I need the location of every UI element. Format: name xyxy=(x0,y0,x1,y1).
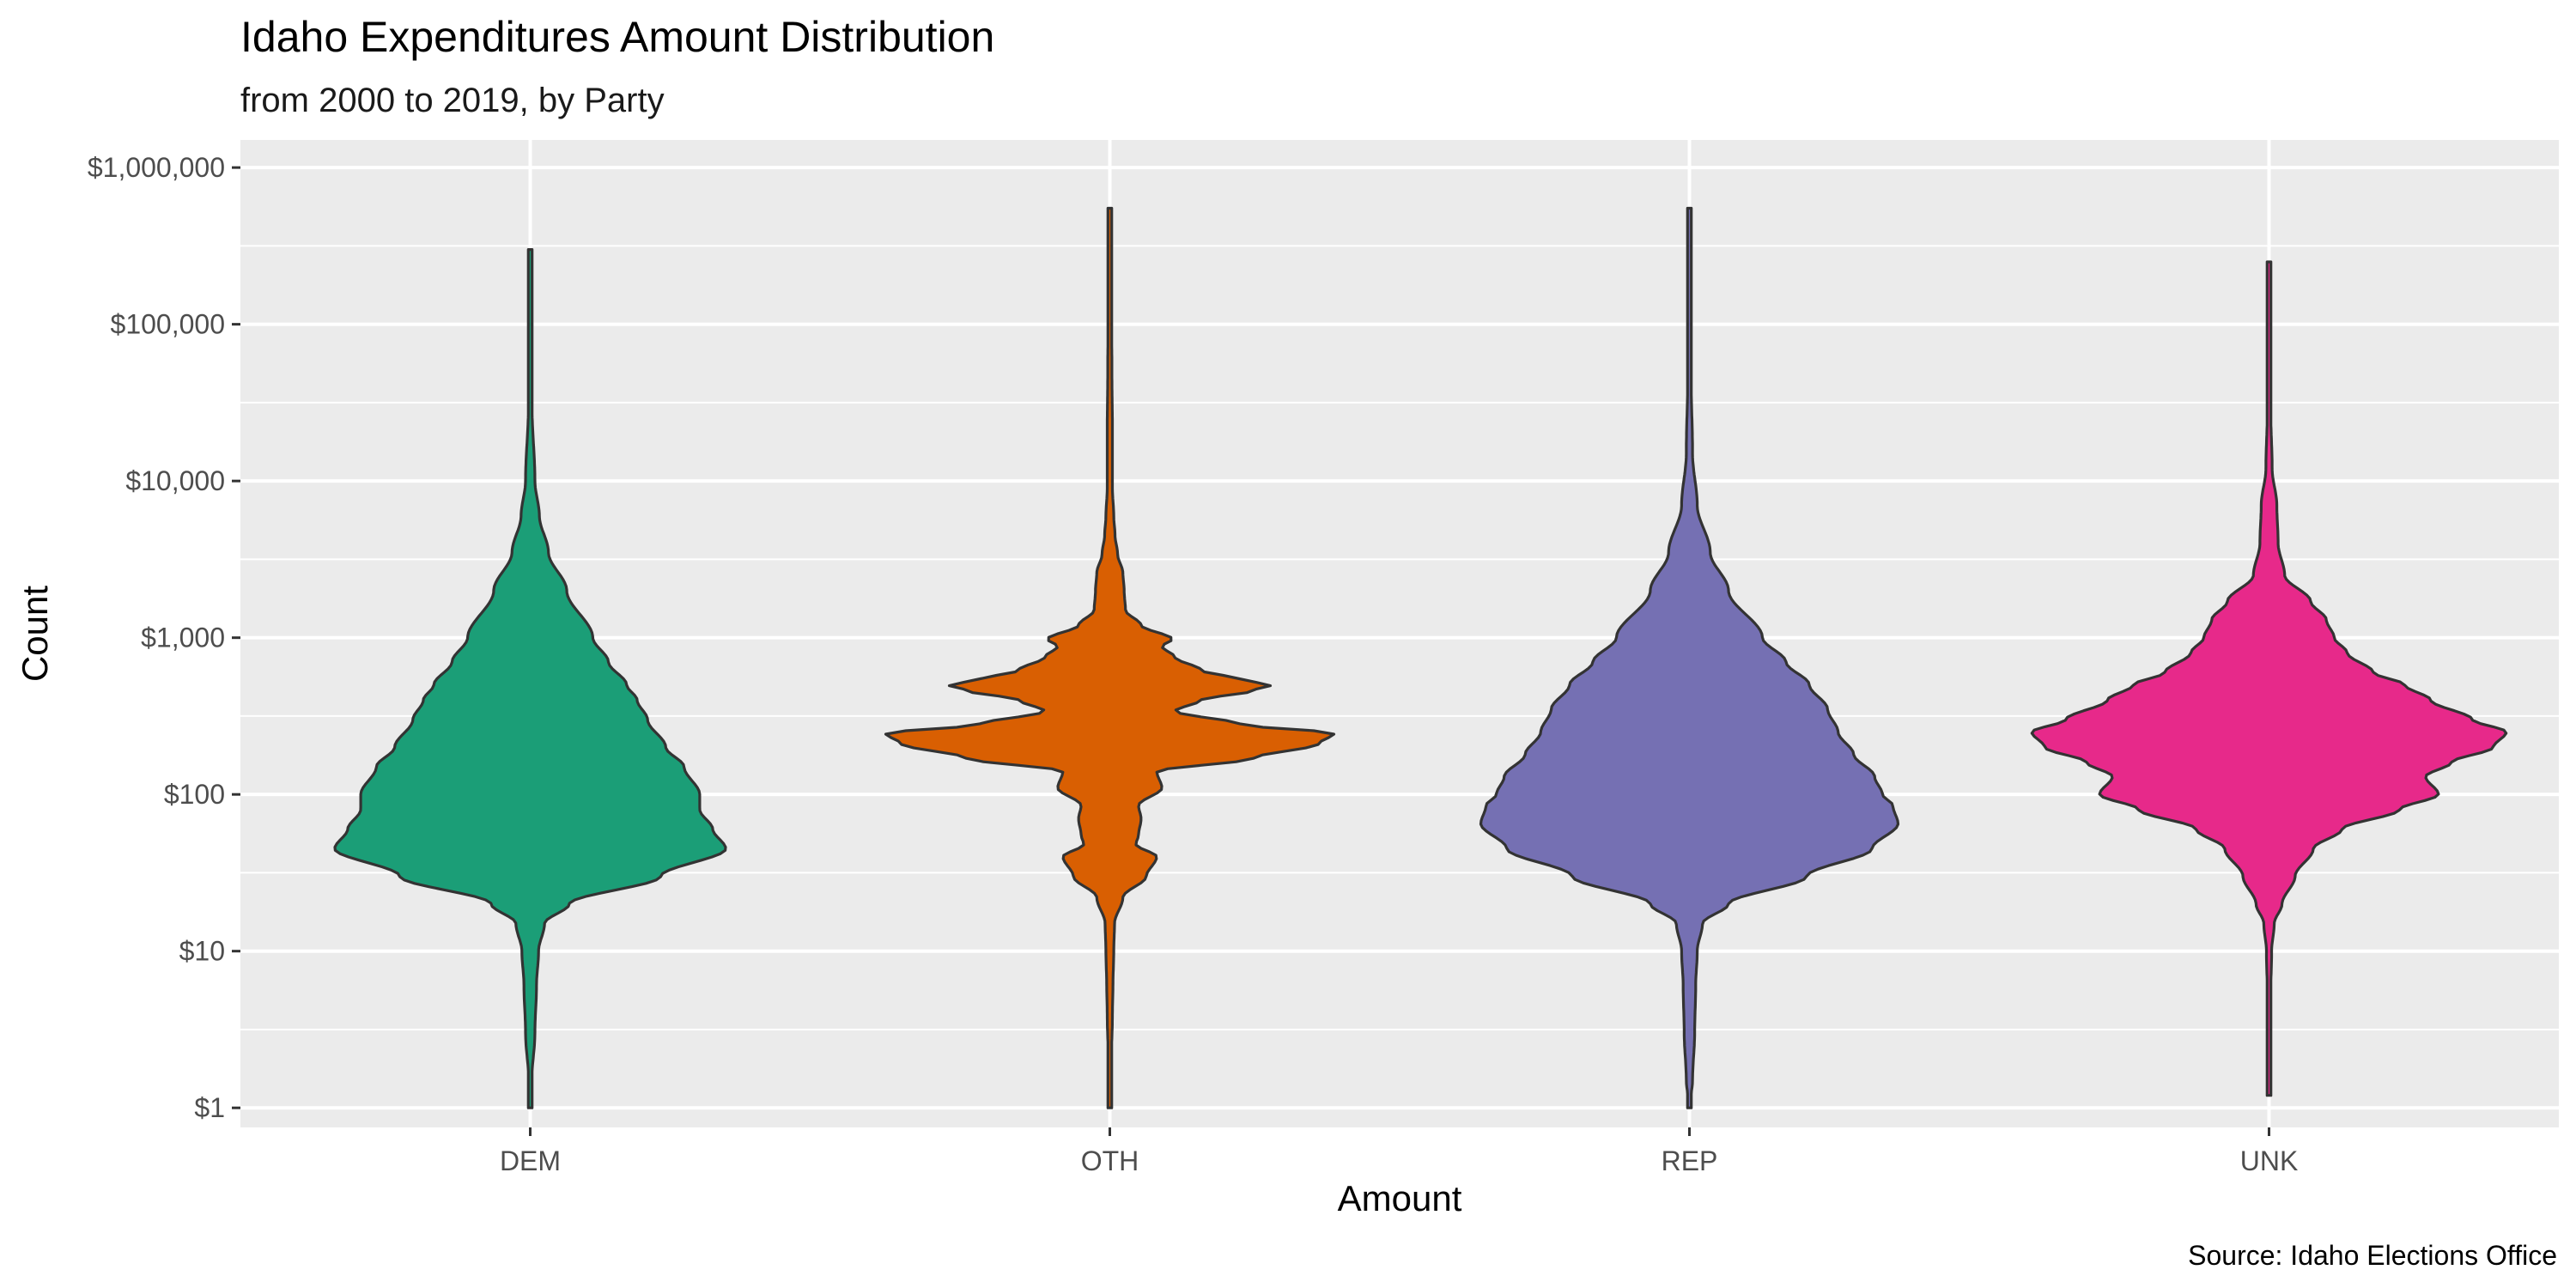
x-tick-label: UNK xyxy=(2240,1145,2299,1176)
violin-rep xyxy=(1479,206,1900,1109)
x-tick-label: DEM xyxy=(500,1145,561,1176)
chart-title: Idaho Expenditures Amount Distribution xyxy=(240,13,994,61)
violin-dem xyxy=(333,248,727,1109)
y-tick-label: $10 xyxy=(179,936,225,967)
axes: $1 $10 $100 $1,000 $10,000 $100,000 $1,000,000… xyxy=(88,152,2298,1176)
chart-subtitle: from 2000 to 2019, by Party xyxy=(240,82,665,119)
violin-layer xyxy=(333,206,2508,1109)
x-tick-label: OTH xyxy=(1081,1145,1139,1176)
y-tick-label: $1,000 xyxy=(141,623,225,653)
y-tick-label: $100 xyxy=(164,779,225,810)
violin-oth xyxy=(884,206,1336,1109)
y-tick-label: $1,000,000 xyxy=(88,152,225,183)
x-tick-label: REP xyxy=(1662,1145,1718,1176)
y-tick-label: $100,000 xyxy=(111,309,225,340)
y-axis-title: Count xyxy=(15,586,55,682)
violin-unk xyxy=(2030,260,2508,1097)
chart-caption: Source: Idaho Elections Office xyxy=(2188,1240,2557,1271)
x-axis-title: Amount xyxy=(1338,1178,1462,1218)
panel-background xyxy=(240,140,2559,1127)
y-tick-label: $1 xyxy=(194,1092,225,1123)
y-tick-label: $10,000 xyxy=(125,465,225,496)
